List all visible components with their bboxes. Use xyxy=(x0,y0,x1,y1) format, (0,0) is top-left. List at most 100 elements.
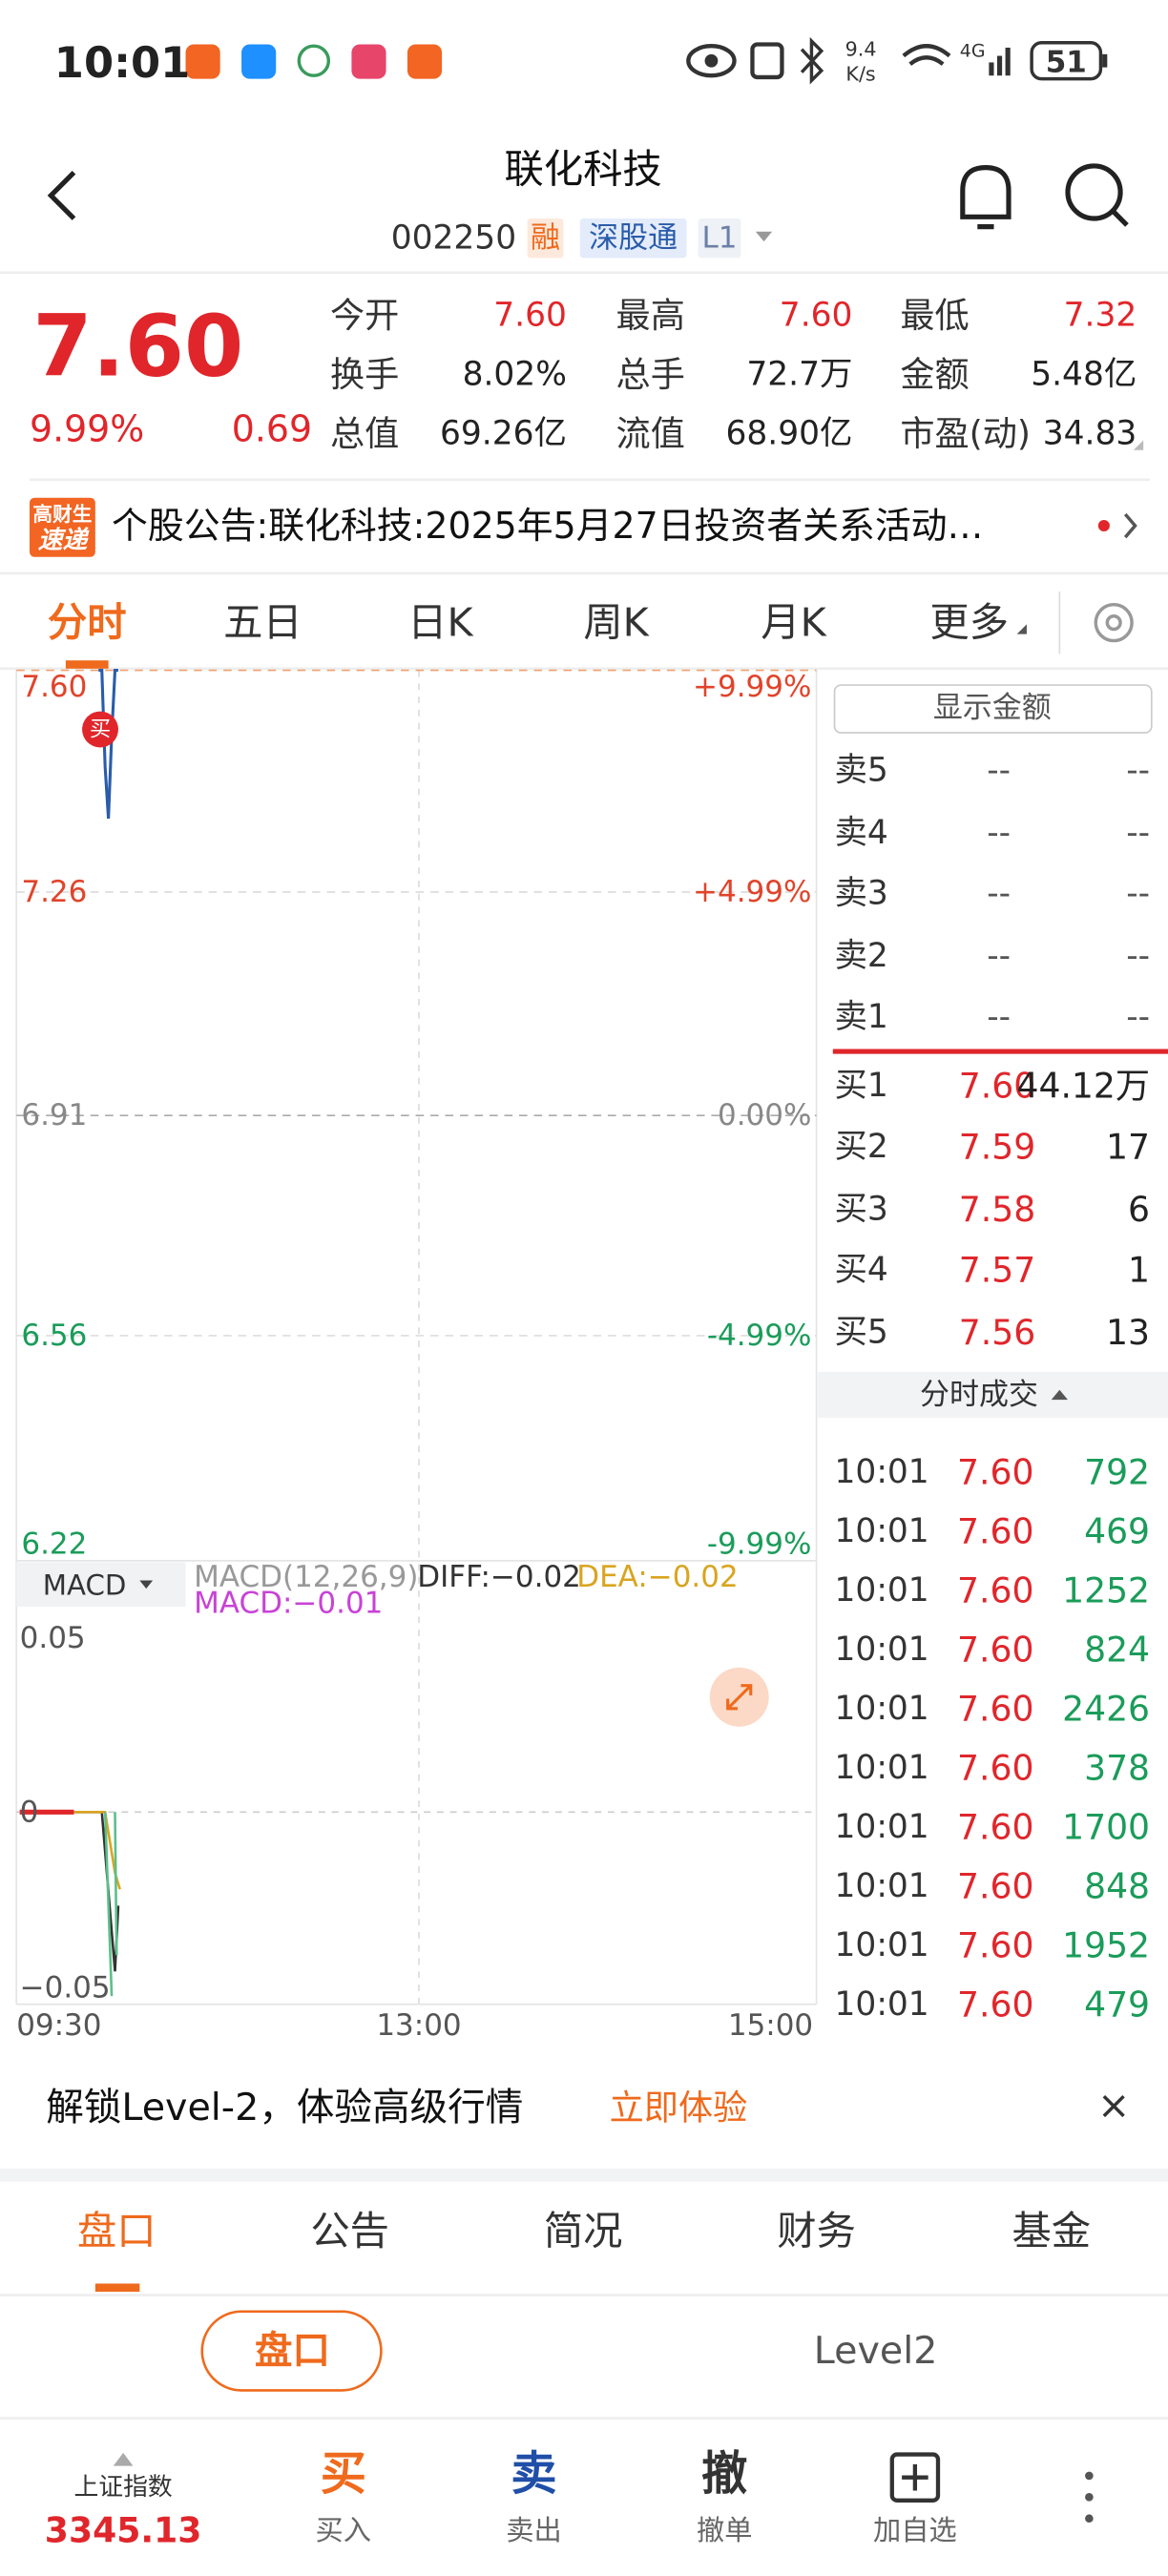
trade-volume: 1700 xyxy=(1062,1806,1150,1847)
banner-action[interactable]: 立即体验 xyxy=(610,2088,748,2129)
bottom-tab[interactable]: 公告 xyxy=(310,2208,389,2254)
trade-volume: 479 xyxy=(1084,1984,1150,2025)
sell-label: 卖4 xyxy=(835,814,888,852)
buy-price: 7.60 xyxy=(959,1066,1035,1107)
trade-price: 7.60 xyxy=(957,1688,1033,1729)
action-icon[interactable]: 买 xyxy=(321,2447,366,2501)
settings-icon[interactable] xyxy=(1094,602,1134,643)
stat-label: 金额 xyxy=(900,354,969,395)
stat-value: 8.02% xyxy=(463,356,567,394)
trade-time: 10:01 xyxy=(835,1571,929,1610)
macd-params: MACD(12,26,9) xyxy=(194,1560,418,1594)
stat-label: 总手 xyxy=(616,354,685,395)
trade-price: 7.60 xyxy=(957,1451,1033,1492)
buy-marker-bg xyxy=(82,711,118,748)
action-label[interactable]: 卖出 xyxy=(506,2514,561,2546)
trades-caret[interactable] xyxy=(1051,1389,1068,1401)
y-label-left: 6.91 xyxy=(21,1098,87,1132)
macd-caret[interactable] xyxy=(139,1580,154,1589)
buy-price: 7.56 xyxy=(959,1312,1035,1353)
trade-price: 7.60 xyxy=(957,1924,1033,1965)
action-icon[interactable]: 卖 xyxy=(511,2447,556,2501)
y-label-right: +4.99% xyxy=(693,875,811,909)
signal: 4G xyxy=(960,40,986,61)
buy-label: 买1 xyxy=(835,1067,888,1105)
news-chevron[interactable] xyxy=(1123,512,1137,539)
more-icon[interactable] xyxy=(1085,2471,1094,2524)
chart-tab[interactable]: 月K xyxy=(761,600,826,646)
trade-volume: 2426 xyxy=(1062,1688,1150,1729)
bell-icon[interactable] xyxy=(960,165,1012,230)
y-label-right: +9.99% xyxy=(693,670,811,704)
stat-label: 最低 xyxy=(900,295,969,336)
news-text[interactable]: 个股公告:联化科技:2025年5月27日投资者关系活动… xyxy=(112,505,983,547)
sell-price: -- xyxy=(987,937,1011,975)
stat-value: 68.90亿 xyxy=(726,415,853,453)
y-label-left: 7.60 xyxy=(21,670,87,704)
chart-tab[interactable]: 日K xyxy=(407,600,473,646)
trade-time: 10:01 xyxy=(835,1926,929,1964)
add-watch-plus[interactable] xyxy=(902,2463,928,2491)
chart-tab[interactable]: 分时 xyxy=(48,600,127,646)
macd-lines xyxy=(19,1809,121,1997)
news-badge-bottom: 速递 xyxy=(38,527,91,555)
sub-tab[interactable]: Level2 xyxy=(814,2329,938,2373)
stat-label: 最高 xyxy=(616,295,685,336)
trade-time: 10:01 xyxy=(835,1453,929,1491)
stat-label: 总值 xyxy=(330,413,399,454)
bottom-tab[interactable]: 简况 xyxy=(544,2208,623,2254)
action-label[interactable]: 撤单 xyxy=(697,2514,752,2546)
buy-marker: 买 xyxy=(90,717,111,742)
sub-tab-pill[interactable] xyxy=(200,2310,383,2392)
news-badge xyxy=(29,497,95,557)
action-label[interactable]: 加自选 xyxy=(873,2514,957,2546)
tag: L1 xyxy=(702,221,738,256)
close-icon[interactable] xyxy=(1102,2094,1125,2118)
add-watch-icon[interactable] xyxy=(889,2452,941,2503)
chart-tab[interactable]: 周K xyxy=(583,600,649,646)
trade-volume: 1952 xyxy=(1062,1924,1150,1965)
buy-price: 7.57 xyxy=(959,1250,1035,1291)
trade-time: 10:01 xyxy=(835,1749,929,1787)
more-caret[interactable] xyxy=(1016,624,1027,634)
sub-tab[interactable]: 盘口 xyxy=(255,2329,330,2373)
macd-selector[interactable]: MACD xyxy=(43,1569,127,1602)
net-speed-unit: K/s xyxy=(845,62,875,85)
action-label[interactable]: 买入 xyxy=(316,2514,371,2546)
banner-text: 解锁Level-2，体验高级行情 xyxy=(46,2086,523,2129)
stat-label: 今开 xyxy=(330,295,399,336)
stat-value: 5.48亿 xyxy=(1031,356,1137,394)
tag-bg xyxy=(527,218,564,259)
macd-y-label: 0 xyxy=(20,1795,39,1829)
trades-title[interactable]: 分时成交 xyxy=(920,1378,1038,1412)
dropdown-caret[interactable] xyxy=(755,231,773,242)
x-label: 15:00 xyxy=(728,2008,813,2043)
dividers xyxy=(0,271,1168,2420)
macd-value: MACD:−0.01 xyxy=(194,1587,383,1621)
macd-selector-bg[interactable] xyxy=(16,1562,186,1608)
news-dot xyxy=(1097,519,1110,532)
trade-price: 7.60 xyxy=(957,1510,1033,1551)
tag-bg xyxy=(698,218,741,259)
trade-time: 10:01 xyxy=(835,1808,929,1846)
show-amount[interactable]: 显示金额 xyxy=(933,691,1052,725)
expand-icon[interactable] xyxy=(726,1684,753,1711)
trade-volume: 1252 xyxy=(1062,1569,1150,1610)
show-amount-button[interactable] xyxy=(833,684,1153,734)
section-gap xyxy=(0,2168,1168,2182)
bottom-tab[interactable]: 财务 xyxy=(777,2208,856,2254)
bottom-tab[interactable]: 基金 xyxy=(1012,2208,1091,2254)
chart-tab[interactable]: 五日 xyxy=(223,600,302,646)
bottom-tab[interactable]: 盘口 xyxy=(77,2208,156,2254)
trade-price: 7.60 xyxy=(957,1569,1033,1610)
back-icon[interactable] xyxy=(47,170,76,220)
action-icon[interactable]: 撤 xyxy=(701,2447,747,2501)
trade-price: 7.60 xyxy=(957,1984,1033,2025)
sell-volume: -- xyxy=(1126,752,1150,790)
tab-underline xyxy=(65,660,109,669)
chart-tab[interactable]: 更多 xyxy=(929,600,1009,646)
news-badge-top: 高财生 xyxy=(32,503,92,526)
y-label-right: -4.99% xyxy=(707,1319,812,1353)
stat-label: 换手 xyxy=(330,354,399,395)
search-icon[interactable] xyxy=(1065,163,1129,227)
